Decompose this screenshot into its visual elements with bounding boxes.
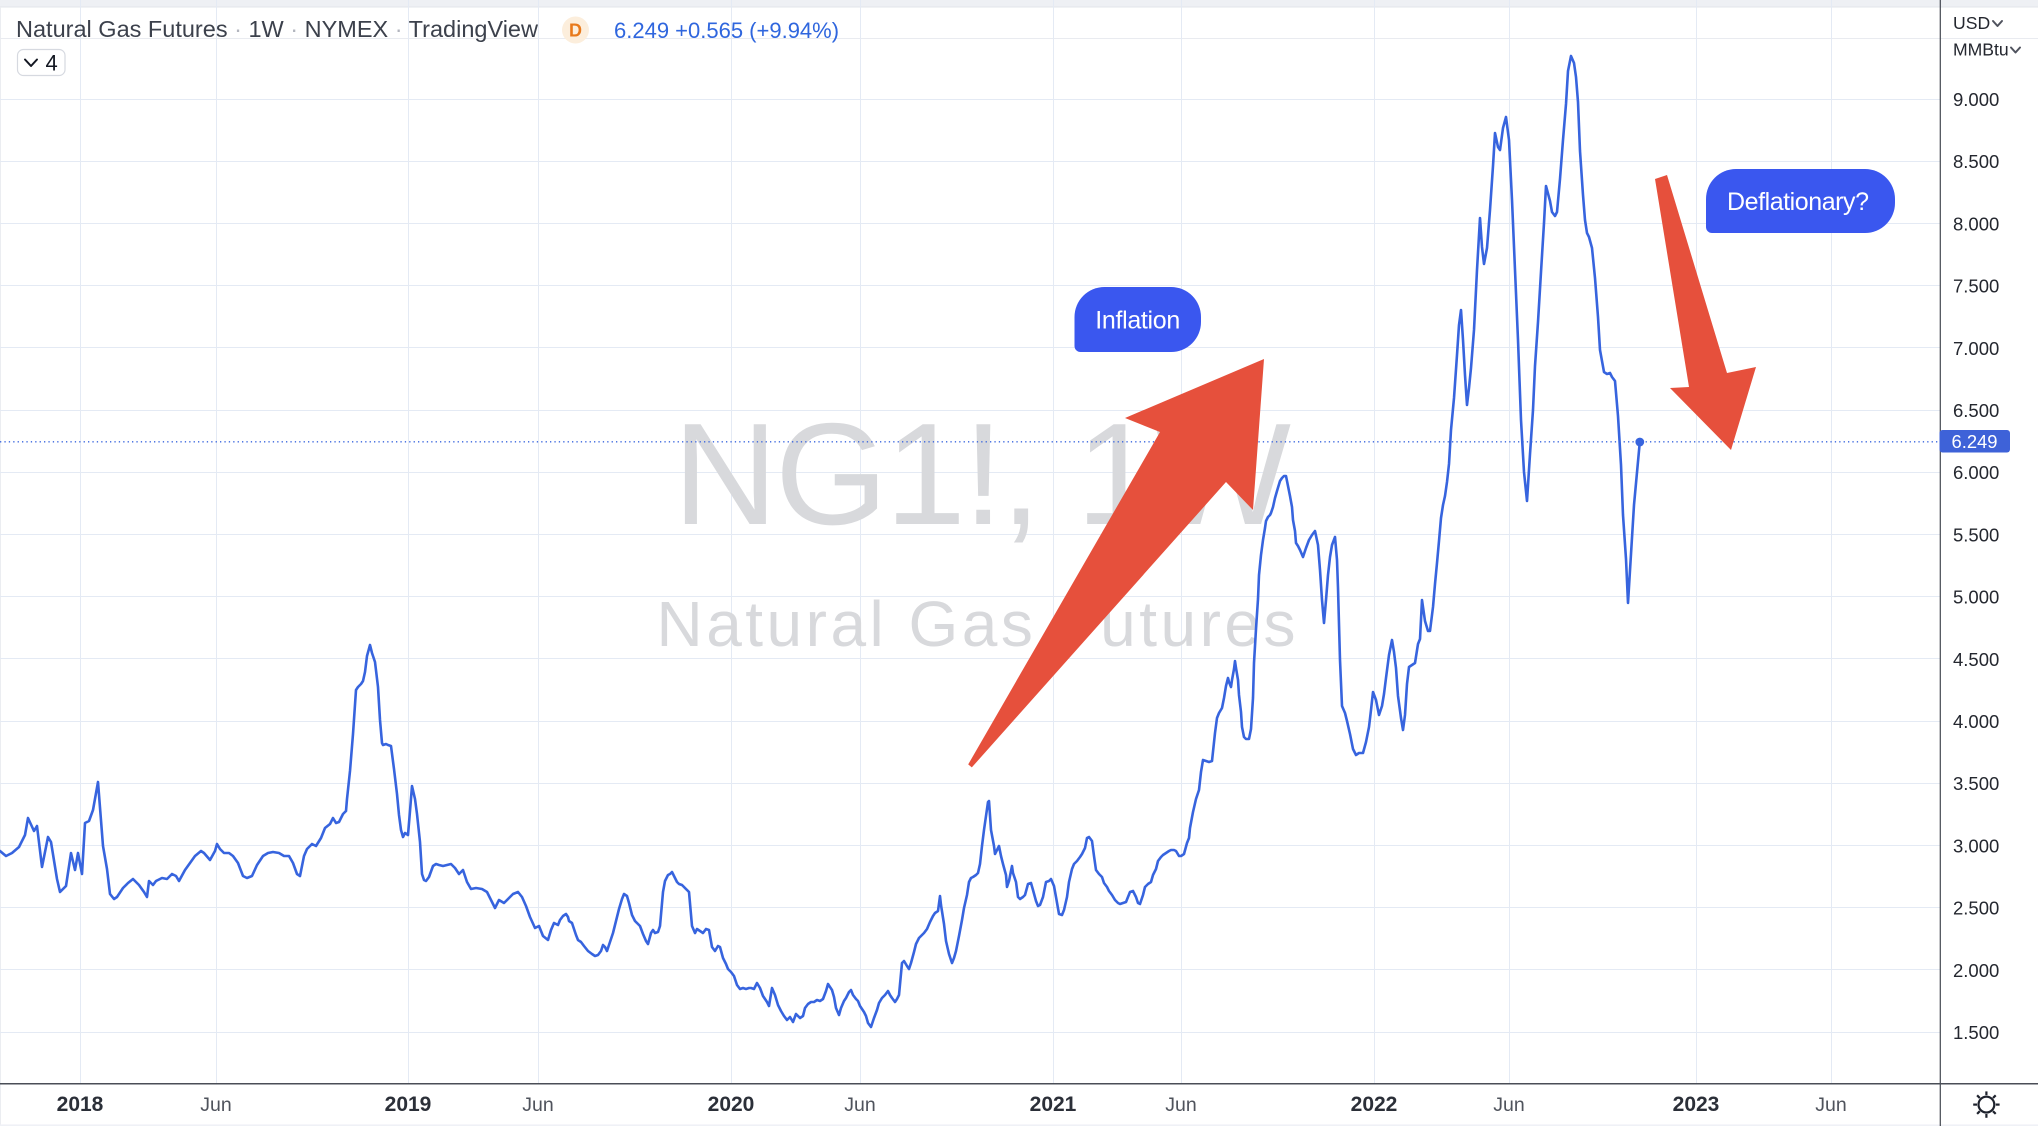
svg-text:3.500: 3.500 (1953, 773, 1999, 794)
svg-text:1.500: 1.500 (1953, 1022, 1999, 1043)
svg-text:4.500: 4.500 (1953, 649, 1999, 670)
svg-text:Natural Gas Futures · 1W · NYM: Natural Gas Futures · 1W · NYMEX · Tradi… (16, 16, 539, 42)
svg-text:Jun: Jun (522, 1094, 553, 1116)
svg-text:Deflationary?: Deflationary? (1727, 188, 1869, 216)
svg-text:Jun: Jun (1493, 1094, 1524, 1116)
svg-text:6.249 +0.565 (+9.94%): 6.249 +0.565 (+9.94%) (614, 18, 839, 43)
svg-text:Jun: Jun (1815, 1094, 1846, 1116)
svg-text:Inflation: Inflation (1095, 307, 1180, 335)
svg-text:D: D (569, 21, 582, 41)
svg-text:8.000: 8.000 (1953, 213, 1999, 234)
svg-text:5.000: 5.000 (1953, 587, 1999, 608)
svg-text:Jun: Jun (844, 1094, 875, 1116)
svg-text:2018: 2018 (57, 1093, 104, 1116)
svg-text:MMBtu: MMBtu (1953, 40, 2009, 60)
svg-text:2022: 2022 (1351, 1093, 1398, 1116)
svg-text:3.000: 3.000 (1953, 835, 1999, 856)
svg-text:7.000: 7.000 (1953, 338, 1999, 359)
svg-text:Jun: Jun (200, 1094, 231, 1116)
svg-text:Jun: Jun (1165, 1094, 1196, 1116)
svg-text:9.000: 9.000 (1953, 89, 1999, 110)
svg-text:6.000: 6.000 (1953, 462, 1999, 483)
svg-text:5.500: 5.500 (1953, 524, 1999, 545)
svg-text:6.249: 6.249 (1951, 431, 1997, 452)
svg-text:2.000: 2.000 (1953, 960, 1999, 981)
svg-text:USD: USD (1953, 13, 1990, 33)
svg-text:Natural Gas Futures: Natural Gas Futures (657, 588, 1296, 660)
svg-text:8.500: 8.500 (1953, 151, 1999, 172)
svg-text:4.000: 4.000 (1953, 711, 1999, 732)
svg-text:2020: 2020 (708, 1093, 755, 1116)
svg-text:4: 4 (46, 51, 58, 76)
svg-text:2.500: 2.500 (1953, 898, 1999, 919)
svg-text:2019: 2019 (385, 1093, 432, 1116)
svg-text:7.500: 7.500 (1953, 276, 1999, 297)
svg-text:2023: 2023 (1673, 1093, 1720, 1116)
svg-text:6.500: 6.500 (1953, 400, 1999, 421)
svg-text:2021: 2021 (1030, 1093, 1077, 1116)
